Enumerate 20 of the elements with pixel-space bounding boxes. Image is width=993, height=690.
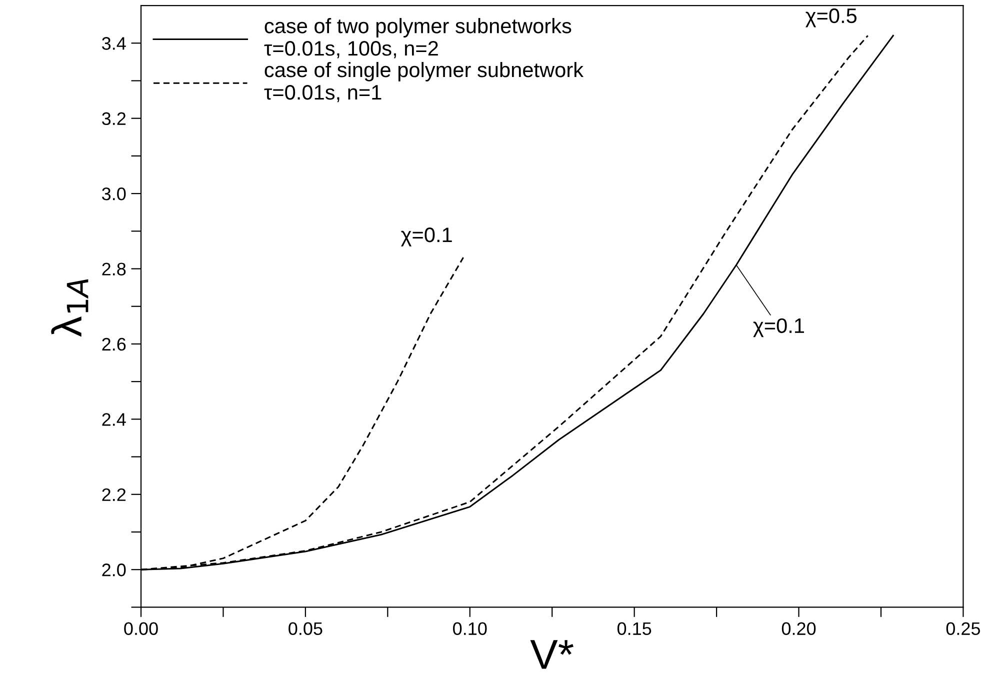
y-tick-label: 2.2 <box>102 488 126 501</box>
x-tick-label: 0.20 <box>782 622 816 636</box>
annotation: χ=0.5 <box>806 8 857 28</box>
y-tick-label: 2.6 <box>102 338 126 351</box>
x-tick-label: 0.15 <box>617 622 652 636</box>
y-tick-label: 2.4 <box>102 413 126 426</box>
annotation: χ=0.1 <box>753 318 804 338</box>
x-tick-label: 0.10 <box>453 622 487 636</box>
x-tick-label: 0.25 <box>946 622 980 636</box>
annotation: χ=0.1 <box>401 227 452 246</box>
y-tick-label: 3.4 <box>102 37 126 50</box>
legend-label: case of single polymer subnetwork τ=0.01s, n=1 <box>264 62 584 102</box>
y-tick-label: 2.0 <box>102 564 126 576</box>
x-tick-label: 0.00 <box>124 622 158 636</box>
y-tick-label: 3.0 <box>102 187 126 200</box>
x-tick-label: 0.05 <box>288 622 322 636</box>
y-axis-title: λ$_{1A}$ <box>51 279 88 337</box>
x-axis-title: V* <box>530 640 574 669</box>
y-tick-label: 2.8 <box>102 262 126 276</box>
y-tick-label: 3.2 <box>102 112 126 126</box>
